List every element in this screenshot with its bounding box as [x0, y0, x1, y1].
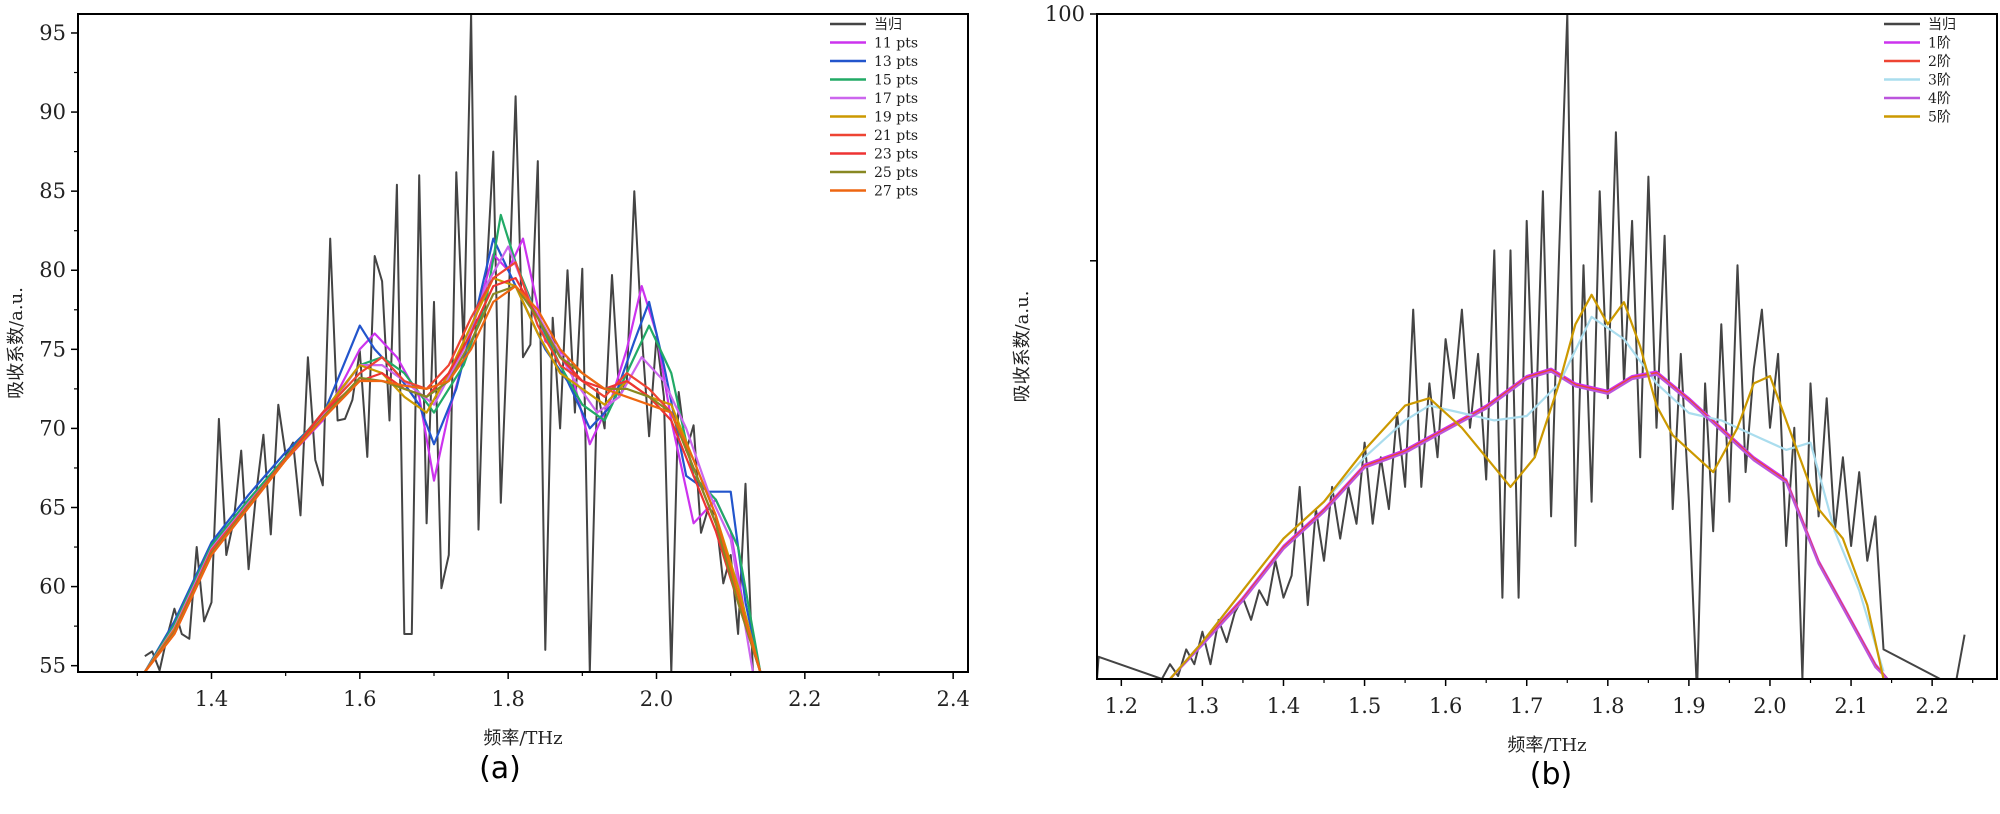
- series-line-4: [143, 245, 754, 672]
- legend-label: 17 pts: [874, 91, 918, 107]
- y-tick-label: 100: [1045, 2, 1085, 26]
- legend-label: 2阶: [1928, 54, 1951, 70]
- x-tick-label: 1.2: [1105, 694, 1138, 718]
- y-tick-label: 95: [39, 21, 66, 45]
- legend-label: 27 pts: [874, 184, 918, 200]
- y-tick-label: 70: [39, 416, 66, 440]
- legend-label: 23 pts: [874, 147, 918, 163]
- series-line-4: [1169, 370, 1889, 679]
- legend-label: 13 pts: [874, 54, 918, 70]
- x-tick-label: 2.2: [1915, 694, 1948, 718]
- legend-label: 25 pts: [874, 165, 918, 181]
- legend-label: 15 pts: [874, 73, 918, 89]
- y-tick-label: 85: [39, 179, 66, 203]
- x-tick-label: 2.0: [1753, 694, 1786, 718]
- legend-label: 3阶: [1928, 73, 1951, 89]
- legend-label: 当归: [1928, 16, 1956, 33]
- series-line-5: [1169, 293, 1885, 679]
- legend-label: 21 pts: [874, 128, 918, 144]
- x-tick-label: 1.5: [1348, 694, 1381, 718]
- x-tick-label: 1.6: [343, 687, 376, 711]
- x-tick-label: 2.4: [936, 687, 969, 711]
- series-line-0: [1097, 14, 1966, 679]
- y-tick-label: 90: [39, 100, 66, 124]
- y-tick-label: 55: [39, 654, 66, 678]
- chart-panel-b: 1.2 1.3 1.4 1.5 1.6 1.7 1.8 1.9 2.0 2.1 2.2 100 频率/T…: [1012, 2, 1998, 792]
- x-tick-label: 1.8: [1591, 694, 1624, 718]
- y-axis-label: 吸收系数/a.u.: [1012, 291, 1033, 403]
- series-line-9: [143, 285, 762, 672]
- x-tick-label: 1.8: [491, 687, 524, 711]
- series-line-2: [143, 237, 762, 672]
- x-tick-label: 1.3: [1186, 694, 1219, 718]
- series-line-0: [144, 14, 761, 672]
- x-tick-label: 1.9: [1672, 694, 1705, 718]
- legend-label: 4阶: [1928, 91, 1951, 107]
- legend: 当归 1阶 2阶 3阶 4阶 5阶: [1884, 16, 1956, 126]
- x-tick-label: 2.2: [788, 687, 821, 711]
- series-group: [1097, 14, 1966, 679]
- y-tick-label: 60: [39, 575, 66, 599]
- series-line-3: [143, 213, 762, 672]
- legend: 当归 11 pts 13 pts 15 pts 17 pts 19 pts 21 pts 23…: [830, 16, 918, 200]
- y-axis-label: 吸收系数/a.u.: [6, 287, 27, 399]
- y-tick-label: 80: [39, 258, 66, 282]
- y-tick-label: 65: [39, 496, 66, 520]
- x-axis-label: 频率/THz: [483, 728, 562, 749]
- panel-label: (b): [1530, 757, 1572, 792]
- x-tick-label: 2.1: [1834, 694, 1867, 718]
- legend-label: 当归: [874, 16, 902, 33]
- legend-label: 11 pts: [874, 36, 918, 52]
- x-axis-label: 频率/THz: [1507, 735, 1586, 756]
- series-line-1: [143, 237, 762, 672]
- x-tick-label: 2.0: [640, 687, 673, 711]
- x-tick-label: 1.4: [1267, 694, 1300, 718]
- chart-panel-a: 1.4 1.6 1.8 2.0 2.2 2.4 55 60 65 70 75 80 85 90 95 频率/T…: [6, 13, 970, 786]
- y-tick-label: 75: [39, 337, 66, 361]
- series-group: [143, 14, 762, 672]
- x-tick-label: 1.4: [195, 687, 228, 711]
- plot-frame: [1096, 13, 1998, 680]
- panel-label: (a): [479, 751, 521, 786]
- x-tick-label: 1.6: [1429, 694, 1462, 718]
- legend-label: 1阶: [1928, 36, 1951, 52]
- legend-label: 19 pts: [874, 110, 918, 126]
- plot-frame: [77, 13, 969, 673]
- legend-label: 5阶: [1928, 110, 1951, 126]
- x-tick-label: 1.7: [1510, 694, 1543, 718]
